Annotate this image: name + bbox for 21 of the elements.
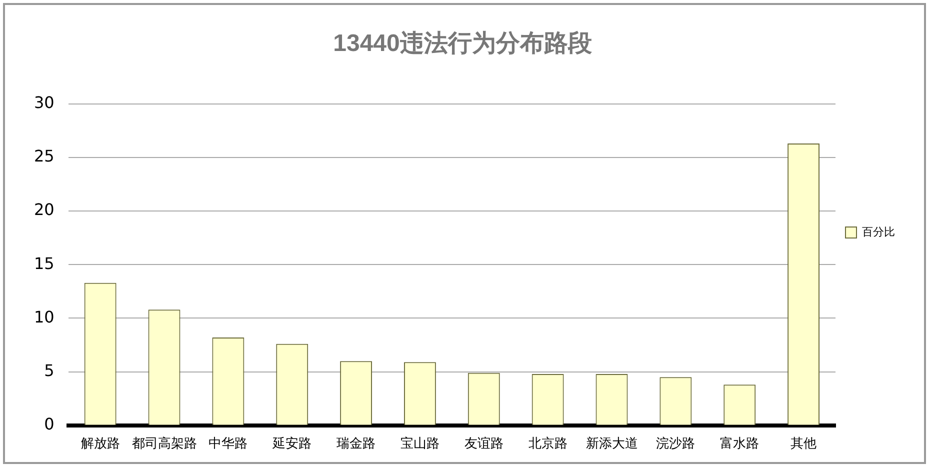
y-tick-label: 10 — [34, 307, 54, 326]
y-tick-label: 30 — [34, 92, 54, 112]
x-tick-label: 富水路 — [720, 436, 760, 452]
x-tick-label: 解放路 — [80, 436, 120, 452]
x-tick-label: 友谊路 — [464, 436, 504, 452]
x-tick-label: 延安路 — [272, 436, 312, 452]
y-tick-label: 15 — [34, 254, 54, 273]
y-tick-label: 5 — [44, 360, 54, 380]
x-tick-label: 浣沙路 — [656, 436, 696, 452]
legend-label: 百分比 — [862, 225, 895, 238]
chart-title: 13440违法行为分布路段 — [333, 30, 593, 58]
x-tick-label: 都司高架路 — [132, 436, 197, 452]
x-tick-label: 其他 — [790, 436, 817, 452]
x-tick-label: 瑞金路 — [336, 436, 376, 452]
x-tick-label: 北京路 — [528, 436, 568, 452]
y-tick-label: 0 — [44, 414, 54, 434]
y-tick-label: 20 — [34, 200, 54, 220]
y-tick-label: 25 — [34, 146, 54, 166]
x-tick-label: 宝山路 — [400, 436, 440, 452]
x-tick-label: 新添大道 — [586, 436, 638, 452]
x-tick-label: 中华路 — [208, 436, 248, 452]
